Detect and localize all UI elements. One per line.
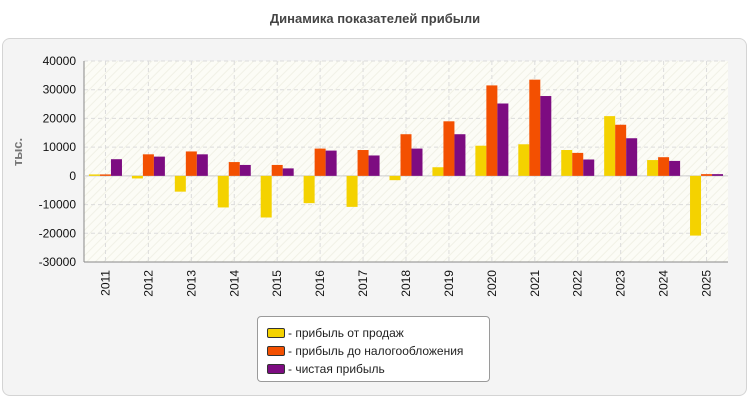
x-tick-label: 2013	[184, 270, 198, 297]
bar-pretax	[400, 134, 412, 176]
bar-sales	[303, 175, 315, 204]
bar-sales	[432, 167, 444, 176]
y-tick-label: -30000	[39, 255, 77, 269]
bar-net	[454, 134, 466, 176]
y-axis-label: тыс.	[10, 138, 25, 166]
bar-sales	[561, 150, 573, 176]
bar-net	[497, 103, 509, 176]
x-tick-label: 2023	[614, 270, 628, 297]
chart-legend: - прибыль от продаж - прибыль до налогоо…	[257, 316, 490, 382]
bar-net	[153, 156, 165, 176]
bar-pretax	[443, 121, 455, 176]
x-tick-label: 2019	[442, 270, 456, 297]
bar-net	[110, 159, 122, 176]
bar-sales	[604, 116, 616, 176]
bar-sales	[174, 175, 186, 192]
legend-label-net: - чистая прибыль	[288, 362, 385, 376]
bar-net	[282, 168, 294, 176]
bar-sales	[88, 174, 100, 176]
bar-pretax	[615, 124, 627, 176]
x-tick-label: 2022	[571, 270, 585, 297]
bar-sales	[690, 175, 702, 236]
x-tick-label: 2018	[399, 270, 413, 297]
bar-pretax	[271, 164, 283, 176]
legend-item: - чистая прибыль	[267, 360, 489, 378]
x-tick-label: 2015	[270, 270, 284, 297]
bar-sales	[131, 175, 143, 179]
bar-pretax	[701, 174, 713, 176]
bar-pretax	[529, 79, 541, 176]
bar-sales	[518, 144, 530, 176]
bar-pretax	[314, 148, 326, 176]
y-tick-label: 30000	[43, 83, 77, 97]
legend-item: - прибыль от продаж	[267, 324, 489, 342]
bar-sales	[346, 175, 358, 207]
bar-net	[411, 148, 423, 176]
bar-pretax	[99, 174, 111, 176]
y-tick-label: 40000	[43, 54, 77, 68]
y-tick-label: 0	[69, 169, 76, 183]
bar-net	[325, 150, 337, 176]
bar-net	[368, 155, 380, 176]
bar-pretax	[658, 157, 670, 176]
bar-sales	[475, 145, 487, 176]
y-tick-label: 20000	[43, 111, 77, 125]
bar-pretax	[572, 152, 584, 176]
x-tick-label: 2017	[356, 270, 370, 297]
bar-net	[583, 159, 595, 176]
bar-sales	[647, 160, 659, 176]
legend-swatch-sales	[267, 328, 285, 338]
legend-label-pretax: - прибыль до налогообложения	[288, 344, 464, 358]
legend-swatch-net	[267, 364, 285, 374]
bar-pretax	[486, 85, 498, 176]
bar-pretax	[228, 162, 240, 176]
x-tick-label: 2012	[141, 270, 155, 297]
x-tick-label: 2025	[700, 270, 714, 297]
bar-sales	[389, 175, 401, 181]
x-tick-label: 2024	[657, 270, 671, 297]
y-tick-label: 10000	[43, 140, 77, 154]
x-tick-label: 2014	[227, 270, 241, 297]
chart-title: Динамика показателей прибыли	[269, 11, 481, 26]
x-tick-label: 2011	[98, 270, 112, 296]
bar-pretax	[142, 154, 154, 176]
bar-sales	[260, 175, 272, 218]
legend-label-sales: - прибыль от продаж	[288, 326, 404, 340]
bar-sales	[217, 175, 229, 208]
bar-net	[669, 160, 681, 176]
bar-net	[626, 138, 638, 176]
bar-net	[196, 154, 208, 176]
x-tick-label: 2020	[485, 270, 499, 297]
bar-net	[540, 96, 552, 176]
y-tick-label: -10000	[39, 198, 77, 212]
bar-net	[239, 164, 251, 176]
x-tick-label: 2016	[313, 270, 327, 297]
x-tick-label: 2021	[528, 270, 542, 297]
y-tick-label: -20000	[39, 226, 77, 240]
bar-pretax	[185, 151, 197, 176]
legend-item: - прибыль до налогообложения	[267, 342, 489, 360]
bar-pretax	[357, 150, 369, 176]
legend-swatch-pretax	[267, 346, 285, 356]
bar-net	[712, 174, 724, 176]
